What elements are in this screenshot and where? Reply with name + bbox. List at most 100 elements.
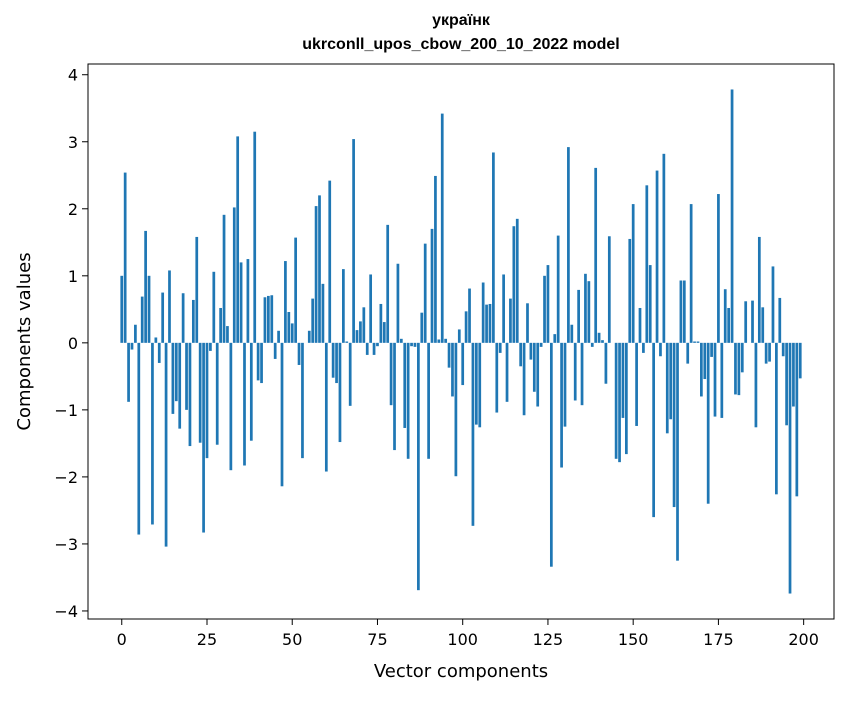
bar	[680, 281, 683, 343]
bar	[182, 293, 185, 343]
bar	[669, 343, 672, 419]
bar	[437, 339, 440, 342]
bar	[744, 301, 747, 343]
bar	[472, 343, 475, 526]
bar	[407, 343, 410, 459]
bar	[281, 343, 284, 486]
bar	[495, 343, 498, 413]
bar	[547, 265, 550, 343]
bar	[154, 337, 157, 342]
bar	[427, 343, 430, 459]
bar	[380, 304, 383, 343]
bar	[236, 136, 239, 342]
bar	[352, 139, 355, 343]
y-tick-label: 2	[68, 200, 78, 219]
bar	[137, 343, 140, 535]
bar	[298, 343, 301, 365]
bar	[587, 281, 590, 343]
bar	[264, 297, 267, 343]
bar	[461, 343, 464, 385]
bar-series	[120, 89, 801, 593]
bar	[444, 339, 447, 343]
bar	[127, 343, 130, 402]
bar	[287, 312, 290, 343]
y-tick-label: 0	[68, 334, 78, 353]
bar	[301, 343, 304, 458]
x-tick-label: 100	[447, 630, 478, 649]
bar	[615, 343, 618, 459]
bar	[516, 219, 519, 343]
bar	[581, 343, 584, 405]
bar	[141, 297, 144, 343]
bar	[465, 311, 468, 343]
bar	[175, 343, 178, 401]
bar	[223, 215, 226, 343]
bar	[148, 276, 151, 343]
bar	[195, 237, 198, 343]
bar	[628, 239, 631, 343]
bar	[598, 333, 601, 343]
bar	[328, 181, 331, 343]
bar	[560, 343, 563, 468]
bar	[144, 231, 147, 343]
bar	[448, 343, 451, 368]
y-axis-label: Components values	[14, 252, 35, 430]
bar	[618, 343, 621, 462]
bar	[557, 236, 560, 343]
x-tick-label: 150	[618, 630, 649, 649]
bar	[400, 339, 403, 343]
bar	[124, 173, 127, 343]
bar	[376, 343, 379, 346]
bar	[315, 206, 318, 343]
bar	[710, 343, 713, 357]
y-tick-label: 3	[68, 133, 78, 152]
bar	[322, 284, 325, 343]
bar	[134, 325, 137, 343]
bar	[608, 236, 611, 343]
bar	[277, 331, 280, 343]
bar	[509, 299, 512, 343]
bar	[792, 343, 795, 407]
bar	[605, 343, 608, 384]
bar	[485, 305, 488, 343]
bar	[366, 343, 369, 355]
chart-title: українк	[88, 12, 834, 30]
bar	[492, 152, 495, 342]
bar	[458, 329, 461, 342]
bar	[185, 343, 188, 410]
bar	[373, 343, 376, 355]
bar	[526, 303, 529, 343]
bar	[325, 343, 328, 472]
bar	[192, 300, 195, 343]
bar	[390, 343, 393, 405]
chart-subtitle: ukrconll_upos_cbow_200_10_2022 model	[88, 36, 834, 54]
bar	[683, 281, 686, 343]
bar	[369, 274, 372, 342]
bar	[120, 276, 123, 343]
bar	[240, 262, 243, 342]
bar	[209, 343, 212, 351]
bar	[165, 343, 168, 547]
x-tick-label: 175	[703, 630, 734, 649]
bar	[758, 237, 761, 343]
bar	[431, 229, 434, 343]
bar	[591, 343, 594, 347]
bar	[345, 342, 348, 343]
bar	[335, 343, 338, 383]
y-tick-label: 1	[68, 267, 78, 286]
bar	[420, 313, 423, 343]
bar	[318, 195, 321, 342]
bar	[594, 168, 597, 343]
bar	[172, 343, 175, 414]
bar	[714, 343, 717, 417]
bar	[659, 343, 662, 356]
bar	[717, 194, 720, 343]
bar	[751, 301, 754, 343]
bar	[673, 343, 676, 507]
bar	[342, 269, 345, 343]
bar	[584, 274, 587, 343]
bar	[168, 270, 171, 342]
